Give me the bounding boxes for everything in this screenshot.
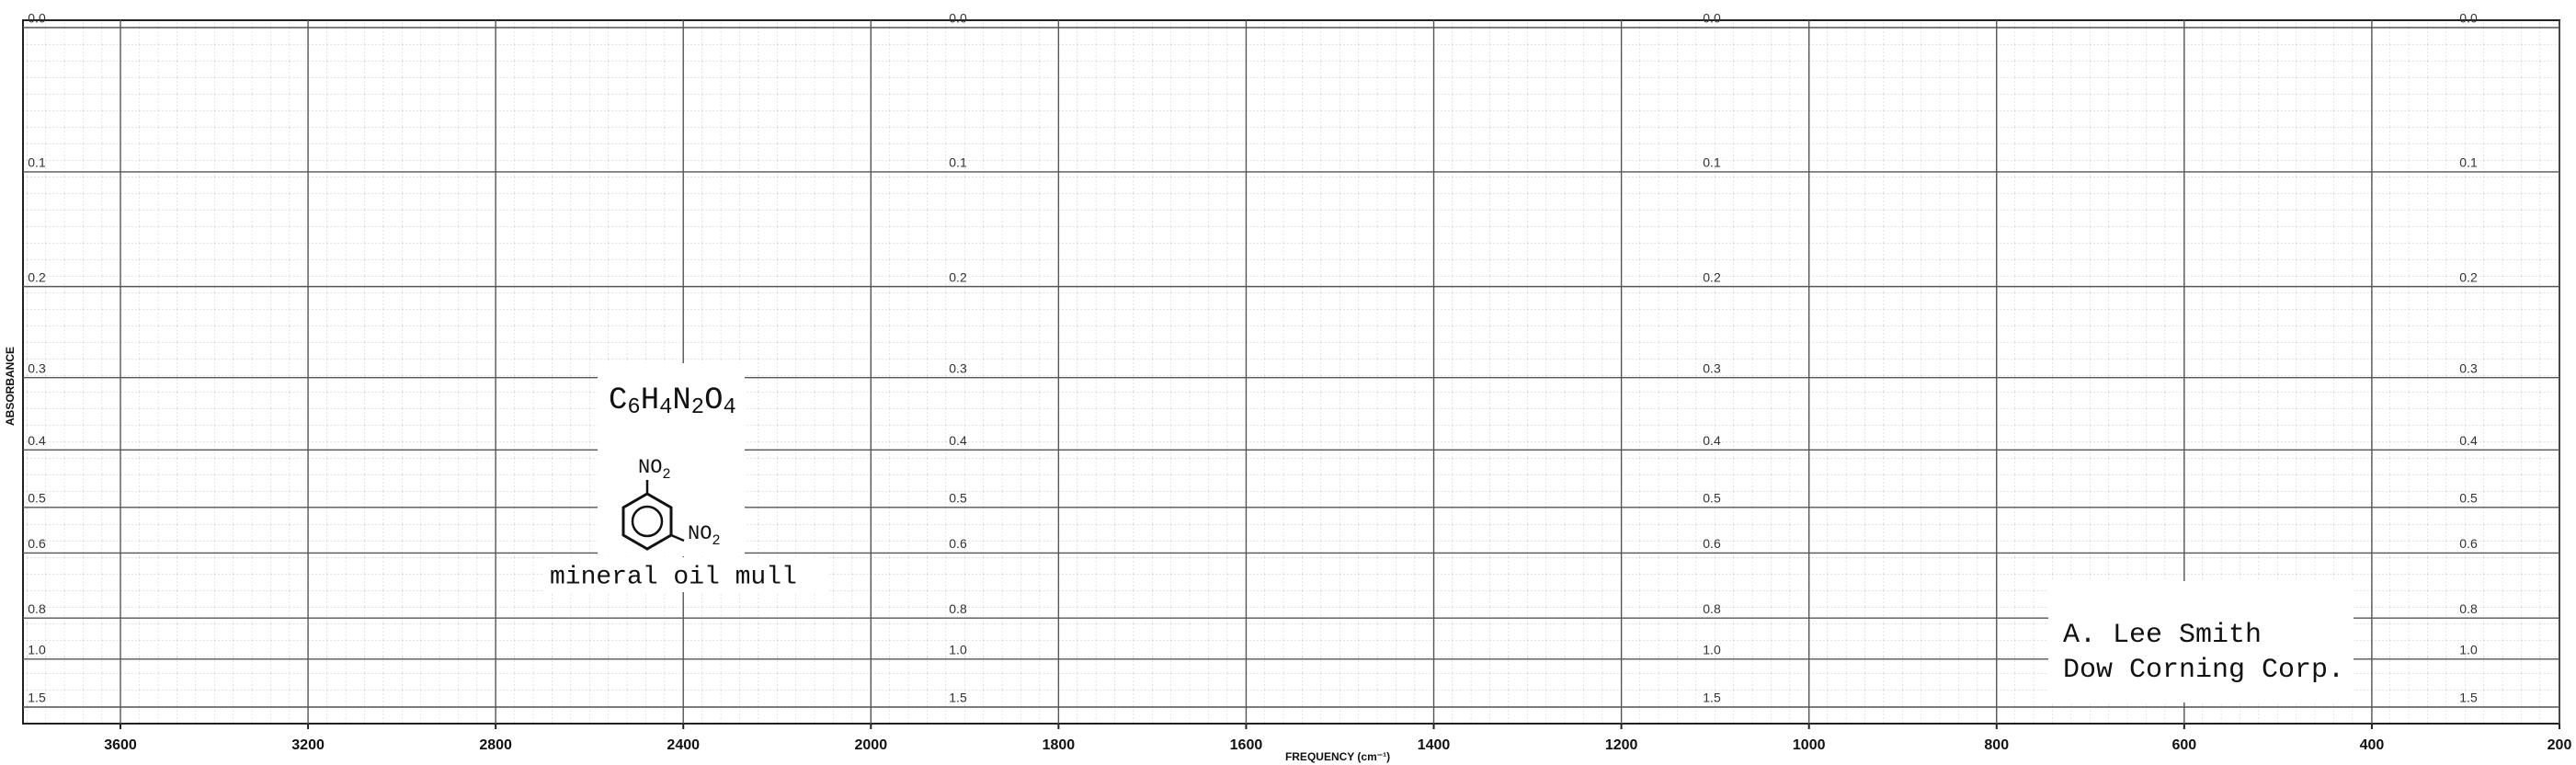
y-tick-label: 0.0 (949, 11, 967, 26)
y-tick-label: 1.0 (1703, 643, 1721, 657)
structure: NO2 NO2 (621, 456, 721, 551)
credit-box (2048, 581, 2354, 702)
substituent: NO2 (688, 522, 721, 549)
y-tick-label: 0.4 (949, 433, 967, 448)
y-tick-label: 1.5 (2459, 691, 2478, 705)
y-tick-label: 0.4 (1703, 433, 1721, 448)
x-tick-label: 400 (2360, 737, 2385, 753)
x-tick-label: 1000 (1793, 737, 1826, 753)
formula: C6H4N2O4 (609, 383, 736, 420)
credit-author: A. Lee Smith (2063, 620, 2262, 651)
y-tick-label: 0.0 (2459, 11, 2478, 26)
x-tick-label: 200 (2548, 737, 2572, 753)
y-tick-label: 0.2 (1703, 269, 1721, 284)
y-tick-label: 0.4 (28, 433, 46, 448)
y-tick-label: 0.2 (949, 269, 967, 284)
x-tick-label: 3600 (104, 737, 137, 753)
y-axis-label: ABSORBANCE (4, 347, 17, 426)
y-tick-label: 0.8 (949, 601, 967, 616)
y-tick-label: 0.8 (1703, 601, 1721, 616)
x-tick-label: 1200 (1605, 737, 1638, 753)
y-tick-label: 0.8 (2459, 601, 2478, 616)
x-tick-label: 2000 (855, 737, 888, 753)
y-tick-label: 1.0 (949, 643, 967, 657)
y-tick-label: 1.0 (2459, 643, 2478, 657)
y-tick-label: 0.8 (28, 601, 46, 616)
y-tick-label: 0.2 (2459, 269, 2478, 284)
y-tick-label: 0.6 (1703, 536, 1721, 551)
y-tick-label: 0.1 (28, 155, 46, 170)
substituent: NO2 (638, 456, 671, 483)
y-tick-label: 0.5 (2459, 491, 2478, 506)
grid: 3600 3200 2800 2400 2000 1800 1600 1400 1200 1000… (23, 11, 2572, 753)
x-tick-label: 2800 (479, 737, 512, 753)
y-tick-label: 0.5 (28, 491, 46, 506)
x-tick-label: 800 (1984, 737, 2009, 753)
y-tick-label: 1.5 (1703, 691, 1721, 705)
y-tick-label: 0.0 (1703, 11, 1721, 26)
x-tick-label: 3200 (291, 737, 325, 753)
y-tick-label: 0.6 (28, 536, 46, 551)
y-tick-label: 0.6 (2459, 536, 2478, 551)
y-tick-label: 0.5 (1703, 491, 1721, 506)
y-tick-label: 0.3 (949, 360, 967, 375)
x-axis-label: FREQUENCY (cm⁻¹) (1285, 750, 1390, 763)
x-tick-label: 600 (2171, 737, 2196, 753)
y-tick-label: 0.5 (949, 491, 967, 506)
y-tick-label: 0.2 (28, 269, 46, 284)
y-tick-label: 0.3 (28, 360, 46, 375)
x-tick-label: 2400 (667, 737, 700, 753)
x-tick-label: 1600 (1230, 737, 1263, 753)
y-tick-label: 0.1 (2459, 155, 2478, 170)
x-tick-label: 1400 (1418, 737, 1451, 753)
y-tick-label: 0.6 (949, 536, 967, 551)
y-tick-label: 0.3 (2459, 360, 2478, 375)
y-tick-label: 1.5 (28, 691, 46, 705)
x-tick-label: 1800 (1043, 737, 1076, 753)
benzene-circle (631, 505, 664, 538)
y-tick-label: 0.3 (1703, 360, 1721, 375)
y-tick-label: 1.0 (28, 643, 46, 657)
credit-org: Dow Corning Corp. (2063, 655, 2344, 686)
bond (670, 533, 685, 542)
y-tick-label: 0.0 (28, 11, 46, 26)
y-tick-label: 1.5 (949, 691, 967, 705)
y-tick-label: 0.1 (1703, 155, 1721, 170)
y-tick-label: 0.4 (2459, 433, 2478, 448)
sample-box (544, 557, 829, 592)
y-tick-label: 0.1 (949, 155, 967, 170)
sample-note: mineral oil mull (550, 563, 797, 591)
benzene-ring (621, 492, 673, 551)
